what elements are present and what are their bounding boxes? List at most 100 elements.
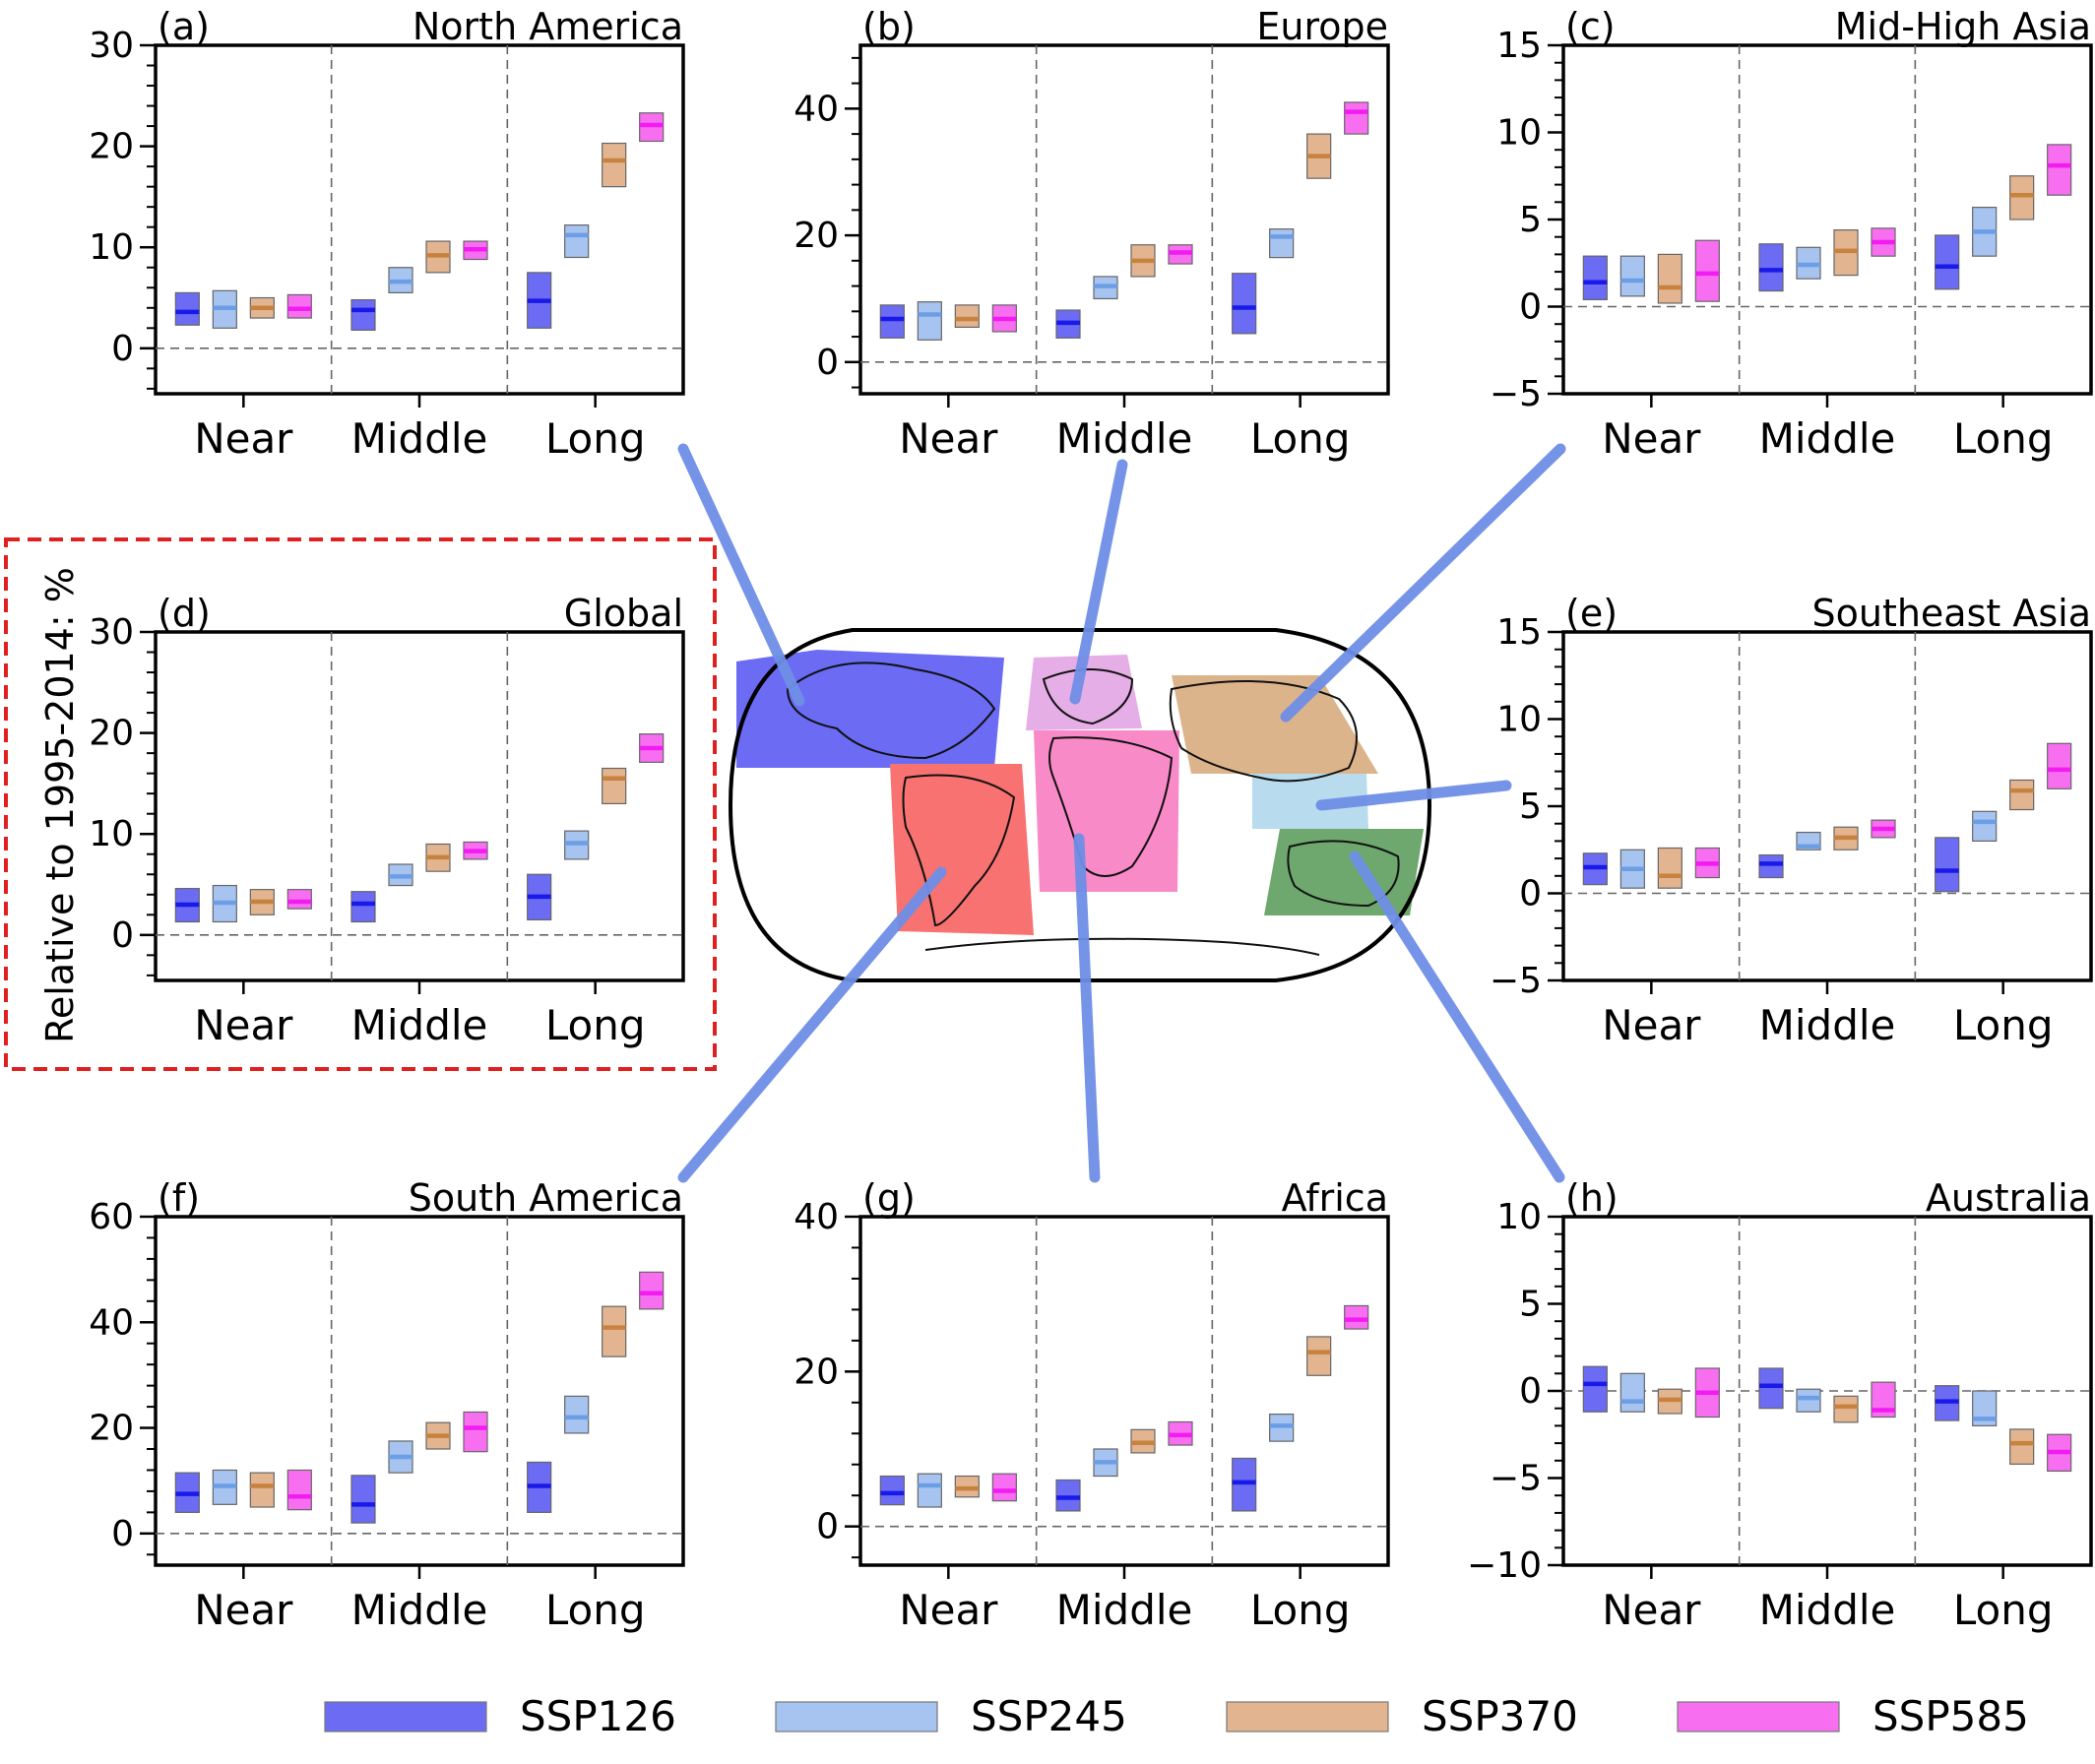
y-tick-label: 5 bbox=[1519, 200, 1542, 240]
box-ssp370-long bbox=[2009, 779, 2035, 811]
legend-swatch-ssp585 bbox=[1677, 1701, 1840, 1732]
y-tick-label: 0 bbox=[111, 915, 134, 956]
x-category-long: Long bbox=[545, 414, 646, 463]
box-ssp245-near bbox=[1619, 1372, 1645, 1413]
box-ssp126-long bbox=[1935, 234, 1960, 290]
y-tick-label: 20 bbox=[89, 714, 134, 754]
box-ssp245-near bbox=[1619, 255, 1645, 297]
panel-title: South America bbox=[409, 1176, 683, 1220]
x-category-middle: Middle bbox=[1759, 414, 1896, 463]
y-tick-label: 20 bbox=[794, 1352, 839, 1392]
box-ssp126-long bbox=[1232, 273, 1257, 335]
y-tick-label: 5 bbox=[1519, 787, 1542, 827]
x-category-middle: Middle bbox=[351, 1586, 488, 1634]
panel-tag: (c) bbox=[1565, 5, 1616, 48]
x-category-long: Long bbox=[545, 1586, 646, 1634]
plot-frame bbox=[154, 1215, 685, 1567]
box-ssp585-near bbox=[991, 1473, 1017, 1502]
box-ssp126-middle bbox=[1758, 243, 1784, 292]
panel-south-america: 0 20 40 60 Near Middle Long (f) South America bbox=[89, 1176, 685, 1634]
box-ssp126-middle bbox=[1758, 853, 1784, 879]
box-ssp245-near bbox=[917, 1473, 942, 1508]
panel-title: Global bbox=[564, 592, 683, 635]
y-tick-label: 40 bbox=[89, 1302, 134, 1343]
connector-north-america bbox=[677, 443, 805, 707]
panel-title: Southeast Asia bbox=[1811, 592, 2091, 635]
map-region-europe bbox=[1026, 655, 1142, 730]
x-category-near: Near bbox=[1602, 1001, 1701, 1049]
box-ssp245-near bbox=[917, 301, 942, 341]
box-ssp585-long bbox=[2047, 144, 2072, 196]
x-category-middle: Middle bbox=[1056, 1586, 1193, 1634]
map-region-mid-high-asia bbox=[1172, 675, 1378, 774]
panel-australia: −10 −5 0 5 10 Near Middle Long (h) Australia bbox=[1467, 1176, 2093, 1634]
x-category-middle: Middle bbox=[351, 1001, 488, 1049]
box-ssp370-middle bbox=[1833, 1395, 1859, 1423]
world-map bbox=[728, 628, 1432, 982]
box-ssp245-long bbox=[564, 1395, 590, 1434]
y-tick-label: 10 bbox=[1496, 700, 1542, 740]
x-category-near: Near bbox=[899, 414, 998, 463]
connector-south-america bbox=[677, 866, 947, 1183]
x-category-near: Near bbox=[194, 1001, 293, 1049]
x-category-near: Near bbox=[1602, 414, 1701, 463]
y-tick-label: 30 bbox=[89, 26, 134, 66]
legend-swatch-ssp370 bbox=[1226, 1701, 1389, 1732]
y-tick-label: 10 bbox=[1496, 1197, 1542, 1237]
box-ssp245-long bbox=[1269, 228, 1295, 259]
y-tick-label: 20 bbox=[89, 1409, 134, 1449]
y-tick-label: 15 bbox=[1496, 26, 1542, 66]
panel-title: Europe bbox=[1256, 5, 1388, 48]
panel-title: North America bbox=[413, 5, 683, 48]
connector-africa bbox=[1073, 833, 1101, 1183]
connector-lines bbox=[677, 443, 1566, 1183]
connector-mid-high-asia bbox=[1280, 443, 1566, 723]
connector-australia bbox=[1349, 850, 1565, 1183]
x-category-long: Long bbox=[1250, 414, 1351, 463]
x-category-middle: Middle bbox=[1759, 1001, 1896, 1049]
panel-title: Australia bbox=[1926, 1176, 2091, 1220]
y-tick-label: 0 bbox=[816, 343, 839, 383]
x-category-long: Long bbox=[1953, 414, 2054, 463]
y-tick-label: −5 bbox=[1490, 961, 1542, 1001]
box-ssp370-long bbox=[602, 1305, 627, 1357]
y-tick-label: 0 bbox=[1519, 1371, 1542, 1412]
box-ssp370-near bbox=[1657, 847, 1682, 889]
map-region-africa bbox=[1034, 730, 1179, 892]
panel-tag: (d) bbox=[158, 592, 211, 635]
box-ssp370-near bbox=[954, 304, 980, 329]
box-ssp370-long bbox=[1306, 1336, 1332, 1376]
box-ssp245-long bbox=[564, 224, 590, 259]
y-tick-label: 5 bbox=[1519, 1285, 1542, 1325]
y-tick-label: 0 bbox=[1519, 874, 1542, 914]
y-tick-label: 0 bbox=[111, 1514, 134, 1554]
panel-tag: (f) bbox=[158, 1176, 200, 1220]
box-ssp370-near bbox=[1657, 253, 1682, 304]
y-tick-label: 10 bbox=[89, 227, 134, 268]
x-category-long: Long bbox=[1250, 1586, 1351, 1634]
y-tick-label: −5 bbox=[1490, 1459, 1542, 1499]
box-ssp585-long bbox=[1344, 1304, 1369, 1330]
legend-label-ssp370: SSP370 bbox=[1422, 1692, 1578, 1740]
legend-label-ssp245: SSP245 bbox=[971, 1692, 1127, 1740]
box-ssp370-long bbox=[2009, 1428, 2035, 1465]
y-tick-label: 0 bbox=[816, 1507, 839, 1547]
panel-title: Mid-High Asia bbox=[1835, 5, 2091, 48]
box-ssp370-long bbox=[602, 142, 627, 188]
legend-label-ssp585: SSP585 bbox=[1873, 1692, 2029, 1740]
y-tick-label: 40 bbox=[794, 89, 839, 129]
box-ssp585-near bbox=[286, 293, 312, 319]
panel-southeast-asia: −5 0 5 10 15 Near Middle Long (e) Southeast Asia bbox=[1490, 592, 2093, 1049]
map-outline bbox=[728, 628, 1432, 982]
y-tick-label: 60 bbox=[89, 1197, 134, 1237]
panel-title: Africa bbox=[1282, 1176, 1388, 1220]
box-ssp585-middle bbox=[463, 1411, 488, 1453]
box-ssp126-near bbox=[879, 1475, 905, 1506]
y-tick-label: −5 bbox=[1490, 374, 1542, 414]
plot-frame bbox=[154, 43, 685, 396]
plot-frame bbox=[154, 630, 685, 982]
x-category-long: Long bbox=[1953, 1001, 2054, 1049]
panel-tag: (e) bbox=[1565, 592, 1618, 635]
legend: SSP126 SSP245 SSP370 SSP585 bbox=[324, 1692, 2029, 1740]
